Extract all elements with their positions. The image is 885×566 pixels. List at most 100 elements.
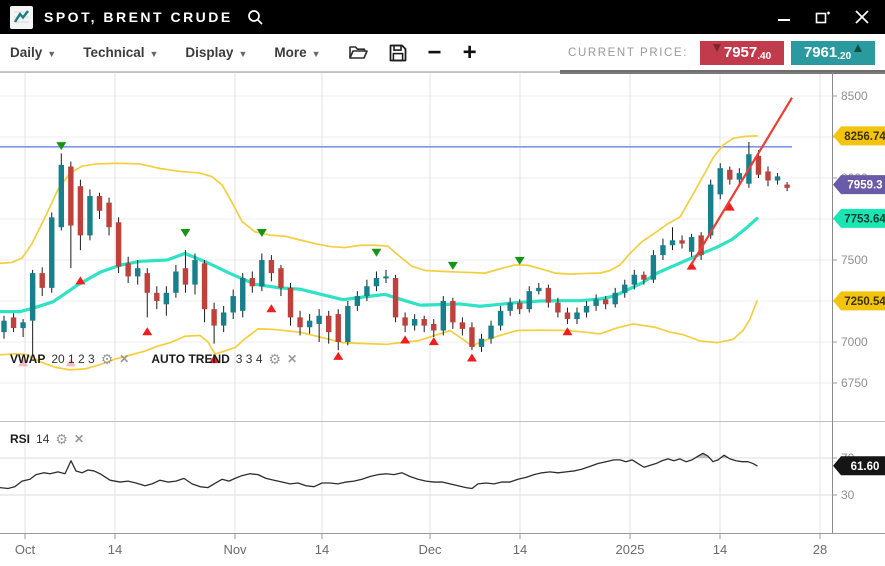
buy-signal-icon (724, 202, 735, 211)
buy-signal-icon (142, 327, 153, 336)
sell-signal-icon (256, 229, 267, 238)
bid-price-badge: 7957 .40 (700, 40, 784, 65)
candle-body (736, 173, 743, 180)
x-tick-label: 14 (513, 542, 527, 557)
price-axis-badge-label: 7959.3 (847, 180, 882, 192)
candle-body (287, 287, 294, 318)
menu-display-label: Display (185, 45, 234, 60)
candle-body (201, 263, 208, 310)
candle-body (526, 291, 532, 310)
candle-body (326, 315, 332, 333)
candle-body (755, 155, 762, 175)
buy-signal-icon (428, 337, 439, 346)
candle-body (784, 184, 790, 188)
buy-signal-icon (686, 261, 697, 270)
rsi-overbought-fill (0, 453, 757, 458)
candle-body (392, 278, 399, 318)
close-icon[interactable]: ✕ (119, 352, 130, 366)
menu-more[interactable]: More ▼ (274, 45, 320, 60)
candle-body (345, 305, 351, 342)
menu-technical[interactable]: Technical ▼ (83, 45, 158, 60)
candle-body (612, 292, 618, 305)
open-folder-icon[interactable] (348, 44, 368, 61)
gear-icon[interactable]: ⚙ (100, 351, 114, 367)
candle-body (58, 164, 64, 228)
candle-body (192, 260, 198, 285)
gear-icon[interactable]: ⚙ (55, 431, 68, 447)
y-tick-label: 6750 (841, 376, 868, 390)
candle-body (211, 309, 217, 326)
candle-body (278, 268, 284, 288)
candle-body (459, 322, 466, 329)
candle-body (249, 278, 255, 287)
zoom-in-button[interactable]: + (462, 38, 477, 66)
buy-signal-icon (466, 353, 477, 362)
candle-body (268, 260, 275, 274)
current-price-module: CURRENT PRICE: 7957 .40 7961 .20 (568, 40, 875, 65)
y-tick-label: 7500 (841, 253, 868, 267)
price-axis-badge-shape (833, 126, 885, 146)
candle-body (77, 186, 84, 236)
gear-icon[interactable]: ⚙ (268, 351, 282, 367)
faded-buy-signal-icon (65, 358, 76, 367)
main-indicator-labels: VWAP 20 1 2 3 ⚙ ✕ AUTO TREND 3 3 4 ⚙ ✕ (10, 352, 313, 366)
vwap-params: 20 1 2 3 (51, 352, 95, 366)
candle-body (39, 273, 45, 288)
rsi-indicator-labels: RSI 14 ⚙ ✕ (10, 432, 100, 446)
chevron-down-icon: ▼ (149, 48, 159, 59)
candle-body (220, 312, 227, 326)
buy-signal-icon (562, 327, 573, 336)
price-chart[interactable]: 8500825080007750750072507000675070308256… (0, 72, 885, 566)
popout-icon[interactable] (815, 9, 831, 25)
rsi-label: RSI (10, 432, 31, 446)
page-title: SPOT, BRENT CRUDE (44, 9, 233, 25)
candle-body (240, 278, 246, 311)
candle-body (478, 338, 485, 347)
candle-body (68, 166, 74, 226)
x-tick-label: 14 (315, 542, 329, 557)
close-icon[interactable] (855, 10, 869, 24)
search-icon[interactable] (247, 9, 264, 26)
zoom-out-button[interactable]: − (427, 38, 442, 66)
auto-trend-lower-band (0, 300, 758, 371)
candle-body (517, 302, 523, 310)
close-icon[interactable]: ✕ (287, 352, 298, 366)
candle-body (10, 317, 17, 329)
menu-display[interactable]: Display ▼ (185, 45, 247, 60)
candle-body (497, 310, 504, 326)
ask-price-int: 7961 (803, 44, 838, 61)
candle-body (507, 302, 513, 311)
app-logo-icon (10, 5, 33, 29)
buy-signal-icon (266, 304, 277, 313)
candle-body (335, 314, 341, 342)
close-icon[interactable]: ✕ (73, 432, 84, 446)
y-tick-label: 8500 (841, 89, 868, 103)
menu-daily[interactable]: Daily ▼ (10, 45, 56, 60)
candle-body (20, 322, 26, 329)
buy-signal-icon (400, 335, 411, 344)
menu-technical-label: Technical (83, 45, 145, 60)
trend-line (690, 97, 793, 266)
save-icon[interactable] (389, 44, 407, 62)
candle-body (354, 296, 361, 306)
minimize-icon[interactable] (777, 10, 791, 24)
buy-signal-icon (209, 355, 220, 364)
candle-body (106, 202, 112, 228)
sell-signal-icon (180, 229, 191, 238)
candle-body (182, 268, 189, 285)
x-tick-label: Oct (15, 542, 36, 557)
candle-body (622, 284, 628, 293)
bid-price-int: 7957 (723, 44, 758, 61)
y-tick-label: 7000 (841, 335, 868, 349)
vwap-indicator: VWAP 20 1 2 3 ⚙ ✕ (10, 352, 129, 366)
toolbar: Daily ▼ Technical ▼ Display ▼ More ▼ (0, 34, 885, 72)
candle-body (641, 274, 647, 280)
candle-body (679, 240, 685, 244)
candle-body (536, 287, 542, 292)
candle-body (564, 312, 571, 320)
candle-body (698, 235, 704, 256)
menu-more-label: More (274, 45, 307, 60)
candle-body (545, 287, 552, 303)
candle-body (774, 176, 781, 181)
